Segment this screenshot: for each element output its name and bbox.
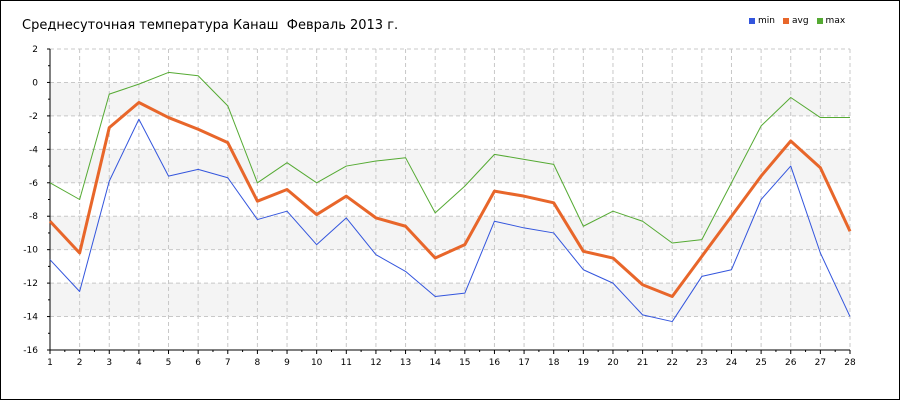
x-tick-label: 1 <box>47 358 53 368</box>
x-tick-label: 16 <box>489 358 501 368</box>
x-tick-label: 17 <box>518 358 529 368</box>
legend-label-avg: avg <box>791 16 809 26</box>
x-tick-label: 8 <box>255 358 261 368</box>
y-tick-label: 0 <box>32 78 38 88</box>
y-tick-label: -6 <box>29 179 38 189</box>
legend-swatch-max <box>816 18 823 24</box>
legend-item-avg: avg <box>782 16 809 26</box>
series-line-avg <box>48 101 852 298</box>
x-tick-label: 19 <box>578 358 590 368</box>
x-tick-label: 23 <box>696 358 707 368</box>
x-tick-label: 13 <box>400 358 411 368</box>
series-line-min <box>49 118 851 323</box>
x-tick-label: 25 <box>755 358 766 368</box>
x-tick-label: 4 <box>136 358 142 368</box>
x-tick-label: 28 <box>844 358 856 368</box>
x-tick-label: 22 <box>666 358 677 368</box>
x-tick-label: 11 <box>341 358 352 368</box>
x-tick-label: 9 <box>284 358 290 368</box>
legend: min avg max <box>749 16 845 26</box>
x-tick-label: 2 <box>77 358 83 368</box>
x-tick-label: 6 <box>195 358 201 368</box>
chart-title: Среднесуточная температура Канаш Февраль… <box>22 18 399 33</box>
legend-item-max: max <box>816 16 846 26</box>
x-tick-label: 27 <box>815 358 826 368</box>
y-tick-label: -2 <box>29 112 38 122</box>
y-tick-label: 2 <box>32 45 38 55</box>
x-tick-label: 26 <box>785 358 797 368</box>
series-line-max <box>49 71 850 244</box>
x-tick-label: 21 <box>637 358 648 368</box>
y-tick-label: -14 <box>23 313 38 323</box>
x-tick-label: 7 <box>225 358 231 368</box>
legend-swatch-min <box>749 18 755 24</box>
x-tick-label: 5 <box>166 358 172 368</box>
x-tick-label: 20 <box>607 358 619 368</box>
grid-band <box>50 149 850 183</box>
grid-band <box>50 283 850 317</box>
x-tick-label: 3 <box>106 358 112 368</box>
y-tick-label: -16 <box>23 346 38 356</box>
legend-item-min: min <box>749 16 775 26</box>
grid-band <box>50 216 850 250</box>
legend-swatch-avg <box>782 18 789 24</box>
y-tick-label: -10 <box>23 246 38 256</box>
grid-band <box>50 82 850 116</box>
x-tick-label: 18 <box>548 358 560 368</box>
y-tick-label: -8 <box>29 212 38 222</box>
y-tick-label: -4 <box>29 145 38 155</box>
legend-label-min: min <box>758 16 775 26</box>
x-tick-label: 24 <box>726 358 738 368</box>
x-tick-label: 15 <box>459 358 470 368</box>
x-tick-label: 10 <box>311 358 323 368</box>
legend-label-max: max <box>825 16 846 26</box>
x-tick-label: 14 <box>429 358 441 368</box>
y-tick-label: -12 <box>23 279 38 289</box>
x-tick-label: 12 <box>370 358 381 368</box>
